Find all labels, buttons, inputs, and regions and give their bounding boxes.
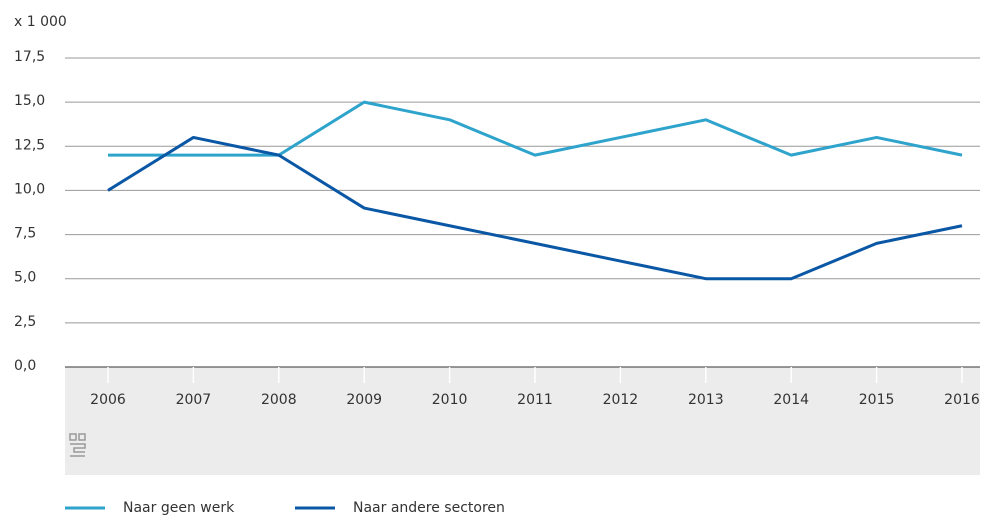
legend-label: Naar geen werk [123,500,235,516]
x-tick-label: 2015 [859,392,895,408]
series-line [107,135,963,281]
x-tick-label: 2013 [688,392,724,408]
x-tick-label: 2016 [944,392,980,408]
x-tick-label: 2014 [773,392,809,408]
y-tick-label: 15,0 [14,93,45,109]
x-axis-panel [65,367,980,475]
y-tick-label: 10,0 [14,181,45,197]
legend-label: Naar andere sectoren [353,500,505,516]
x-tick-label: 2011 [517,392,553,408]
x-tick-label: 2007 [176,392,212,408]
x-tick-label: 2009 [346,392,382,408]
y-tick-label: 12,5 [14,137,45,153]
series-line [108,100,963,157]
y-tick-label: 7,5 [14,226,36,242]
y-tick-label: 0,0 [14,358,36,374]
x-tick-label: 2008 [261,392,297,408]
y-tick-label: 2,5 [14,314,36,330]
x-tick-label: 2006 [90,392,126,408]
x-tick-label: 2010 [432,392,468,408]
x-tick-label: 2012 [603,392,639,408]
cbs-logo [69,433,86,457]
y-axis-label: x 1 000 [14,14,67,30]
y-tick-label: 5,0 [14,270,36,286]
y-tick-label: 17,5 [14,49,45,65]
